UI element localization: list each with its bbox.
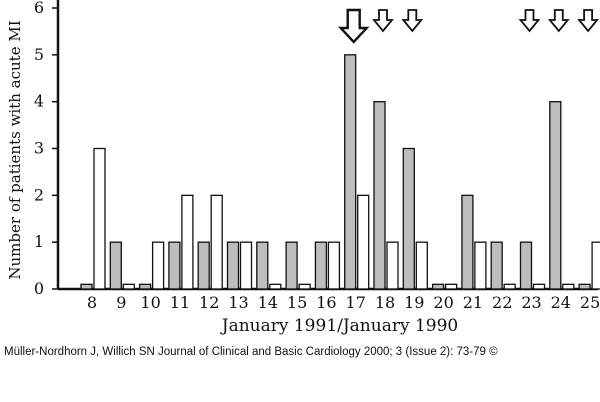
bar-1991 (490, 241, 503, 290)
x-tick-label: 20 (433, 293, 453, 312)
x-tick-label: 21 (463, 293, 483, 312)
bar-1991 (138, 283, 152, 290)
bar-1991 (344, 54, 357, 290)
y-tick-label: 6 (34, 0, 44, 17)
x-tick-label: 12 (199, 293, 219, 312)
bar-1990 (503, 283, 516, 290)
y-tick-label: 5 (34, 45, 44, 64)
citation-credit: Müller-Nordhorn J, Willich SN Journal of… (4, 346, 498, 358)
bar-1991 (168, 241, 181, 290)
y-tick-label: 0 (34, 279, 44, 298)
arrow-down-icon (547, 9, 570, 33)
bar-1990 (357, 194, 370, 290)
bar-1991 (226, 241, 240, 290)
x-tick-label: 23 (521, 293, 541, 312)
bar-1990 (532, 283, 546, 290)
chart-arrows (337, 8, 599, 44)
bar-1991 (402, 147, 415, 290)
x-tick-label: 25 (580, 293, 600, 312)
bar-1991 (256, 241, 269, 290)
x-tick-label: 16 (316, 293, 336, 312)
bar-1991 (431, 283, 445, 290)
x-tick-label: 14 (258, 293, 278, 312)
x-tick-label: 22 (492, 293, 512, 312)
arrow-down-icon (401, 9, 424, 33)
x-axis-label: January 1991/January 1990 (220, 316, 459, 336)
bar-1991 (109, 241, 122, 290)
x-tick-label: 9 (116, 293, 126, 312)
x-tick-label: 19 (404, 293, 424, 312)
y-tick-label: 2 (34, 185, 44, 204)
arrow-down-icon (518, 9, 541, 33)
bar-1990 (474, 241, 487, 290)
bar-1991 (578, 283, 591, 290)
bar-1991 (461, 194, 474, 290)
bar-1990 (239, 241, 253, 290)
arrow-down-icon (372, 9, 394, 33)
arrow-down-icon (577, 9, 599, 33)
arrow-down-icon (337, 8, 370, 44)
y-axis-label: Number of patients with acute MI (6, 20, 24, 279)
x-tick-label: 18 (375, 293, 395, 312)
y-tick-label: 3 (34, 139, 44, 158)
bar-1991 (197, 241, 210, 290)
bar-1990 (298, 283, 311, 290)
bar-1990 (415, 241, 428, 290)
bar-1990 (591, 241, 600, 290)
bar-1990 (181, 194, 194, 290)
bar-1990 (444, 283, 458, 290)
x-tick-label: 17 (346, 293, 366, 312)
bar-1990 (269, 283, 282, 290)
bar-1990 (386, 241, 399, 290)
bar-1991 (80, 283, 93, 290)
x-tick-label: 10 (140, 293, 160, 312)
bar-1991 (285, 241, 298, 290)
x-tick-label: 8 (87, 293, 97, 312)
bar-1990 (562, 283, 575, 290)
bar-1991 (549, 101, 562, 290)
y-tick-label: 4 (34, 92, 44, 111)
bar-1991 (519, 241, 533, 290)
bar-1990 (210, 194, 223, 290)
bar-1991 (373, 101, 386, 290)
bar-1990 (151, 241, 165, 290)
bar-1990 (93, 147, 106, 290)
chart-bars (80, 54, 600, 290)
bar-1991 (314, 241, 328, 290)
x-tick-label: 11 (170, 293, 190, 312)
y-tick-label: 1 (34, 232, 44, 251)
x-tick-label: 24 (551, 293, 571, 312)
bar-1990 (327, 241, 341, 290)
x-tick-label: 13 (228, 293, 248, 312)
bar-1990 (122, 283, 135, 290)
x-tick-label: 15 (287, 293, 307, 312)
